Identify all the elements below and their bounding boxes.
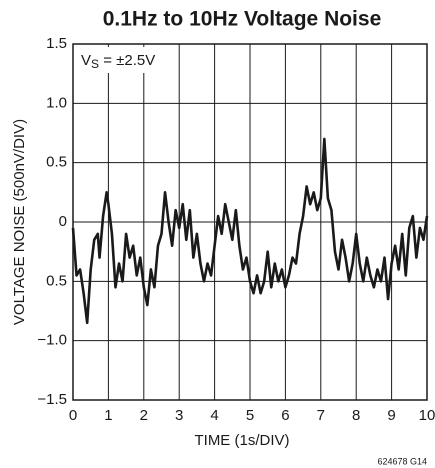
- chart-title: 0.1Hz to 10Hz Voltage Noise: [103, 8, 382, 31]
- x-tick-label: 9: [387, 407, 395, 424]
- y-tick-label: 0.5: [46, 272, 67, 289]
- footnote: 624678 G14: [377, 456, 427, 466]
- x-tick-label: 6: [281, 407, 289, 424]
- y-axis-label: VOLTAGE NOISE (500nV/DIV): [11, 119, 28, 325]
- y-tick-label: 0.5: [46, 154, 67, 171]
- x-tick-label: 2: [140, 407, 148, 424]
- x-tick-label: 8: [352, 407, 360, 424]
- y-tick-label: −1.5: [37, 391, 67, 408]
- x-tick-label: 5: [246, 407, 254, 424]
- y-tick-label: 1.5: [46, 35, 67, 52]
- x-tick-label: 3: [175, 407, 183, 424]
- y-tick-label: 1.0: [46, 94, 67, 111]
- annotation-subscript: S: [91, 57, 99, 71]
- x-tick-label: 10: [419, 407, 435, 424]
- x-tick-label: 7: [317, 407, 325, 424]
- x-tick-label: 1: [104, 407, 112, 424]
- annotation-main: V: [81, 52, 91, 69]
- annotation-rest: = ±2.5V: [99, 52, 155, 69]
- annotation-background: [76, 47, 176, 73]
- x-tick-label: 4: [210, 407, 218, 424]
- noise-line: [71, 137, 429, 325]
- y-tick-label: −1.0: [37, 332, 67, 349]
- annotation: VS = ±2.5V: [81, 52, 155, 71]
- x-axis-label: TIME (1s/DIV): [194, 432, 289, 449]
- y-tick-label: 0: [59, 213, 67, 230]
- x-tick-label: 0: [69, 407, 77, 424]
